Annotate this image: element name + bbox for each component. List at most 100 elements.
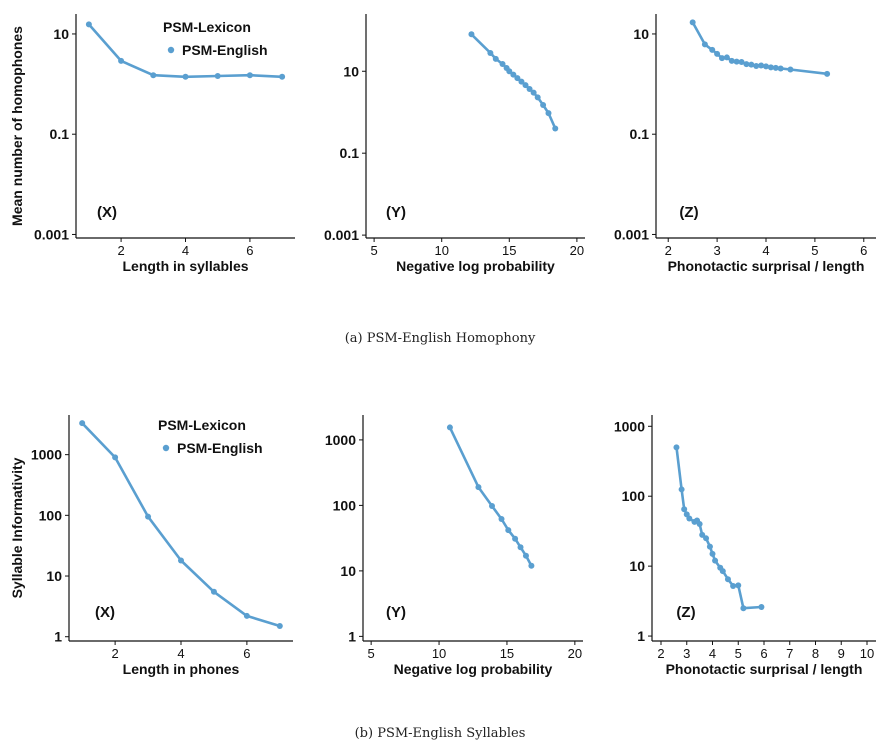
x-axis-label: Negative log probability [394,661,553,677]
data-point [150,72,157,79]
x-tick-label: 2 [657,646,664,661]
data-point [506,68,513,75]
data-point [724,576,731,583]
x-axis-label: Phonotactic surprisal / length [666,661,863,677]
data-point [733,58,740,65]
y-tick-label: 100 [622,488,646,504]
x-tick-label: 15 [500,646,514,661]
y-tick-label: 1000 [614,418,645,434]
data-point [709,550,716,557]
data-point [517,544,524,551]
data-point [534,94,541,101]
x-tick-label: 7 [786,646,793,661]
data-point [699,531,706,538]
legend-title: PSM-Lexicon [158,417,246,433]
data-point [740,605,747,612]
data-point [182,73,189,80]
chart-b-x: 2 4 6 1 10 100 1000 Length in phones Syllable In… [9,415,293,677]
y-tick-label: 0.1 [340,145,360,161]
data-point [709,46,716,53]
y-tick-label: 0.001 [34,226,69,242]
y-tick-label: 1 [348,628,356,644]
data-point [703,535,710,542]
data-point [178,557,184,564]
data-point [214,72,221,79]
x-axis-label: Length in phones [123,661,240,677]
data-point [678,486,685,493]
data-point [79,420,86,427]
legend-marker [167,46,175,54]
y-tick-label: 100 [39,507,63,523]
data-point [279,73,286,80]
y-tick-label: 10 [46,568,62,584]
x-tick-label: 15 [502,243,516,258]
y-tick-label: 1000 [31,447,62,463]
data-point [468,31,475,38]
x-tick-label: 6 [860,243,867,258]
data-point [763,63,769,70]
chart-b-y: 5 10 15 20 1 10 100 1000 Negative log probabilit… [325,415,583,677]
y-tick-label: 0.1 [50,126,70,142]
y-tick-label: 0.1 [630,126,650,142]
legend-marker [162,444,170,452]
data-point [505,527,512,534]
data-point [487,49,494,56]
data-point [243,612,250,619]
x-tick-label: 6 [246,243,253,258]
data-point [530,89,537,96]
x-tick-label: 20 [568,646,582,661]
data-point [522,82,529,89]
y-tick-label: 10 [633,26,649,42]
series-line [675,445,763,610]
x-axis-label: Negative log probability [396,258,555,274]
data-point [719,55,725,62]
chart-a-y: 5 10 15 20 10 0.1 0.001 Negative log probabilit… [324,14,585,274]
legend-entry: PSM-English [182,42,268,58]
y-tick-label: 10 [629,558,645,574]
data-point [753,62,760,69]
data-point [712,557,719,564]
x-tick-label: 20 [570,243,584,258]
chart-a-z: 2 3 4 5 6 10 0.1 0.001 Phonotactic surprisal / l… [614,14,876,274]
x-axis-label: Length in syllables [122,258,248,274]
data-point [767,64,774,71]
data-point [545,110,552,117]
data-point [735,582,742,589]
y-tick-label: 1000 [325,432,356,448]
data-point [728,57,735,64]
x-tick-label: 10 [860,646,874,661]
x-tick-label: 5 [735,646,742,661]
data-point [714,50,721,57]
legend-entry: PSM-English [177,440,263,456]
panel-label: (X) [97,204,117,221]
chart-b-z: 2 3 4 5 6 7 8 9 10 1 10 100 1000 Phonotactic surprisa… [614,415,876,677]
data-point [475,484,482,491]
chart-a-x: 2 4 6 10 0.1 0.001 Length in syllables Mean num… [9,14,295,274]
panel-label: (Z) [679,204,698,221]
data-point [112,454,119,461]
x-tick-label: 10 [434,243,448,258]
data-point [522,552,529,559]
data-point [696,521,703,528]
data-point [706,543,713,550]
x-tick-label: 6 [760,646,767,661]
x-tick-label: 4 [709,646,716,661]
y-axis-label: Syllable Informativity [9,457,25,598]
data-point [512,535,519,542]
data-point [738,59,745,66]
x-tick-label: 9 [838,646,845,661]
caption-homophony: (a) PSM-English Homophony [344,331,536,346]
data-point [540,102,547,109]
data-point [518,78,525,85]
x-axis-label: Phonotactic surprisal / length [668,258,865,274]
data-point [526,85,533,92]
panel-label: (Y) [386,604,406,621]
legend: PSM-Lexicon PSM-English [163,19,268,58]
data-point [689,19,696,26]
data-point [743,61,750,68]
data-point [758,62,765,69]
x-tick-label: 6 [243,646,250,661]
data-point [118,57,125,64]
x-tick-label: 8 [812,646,819,661]
